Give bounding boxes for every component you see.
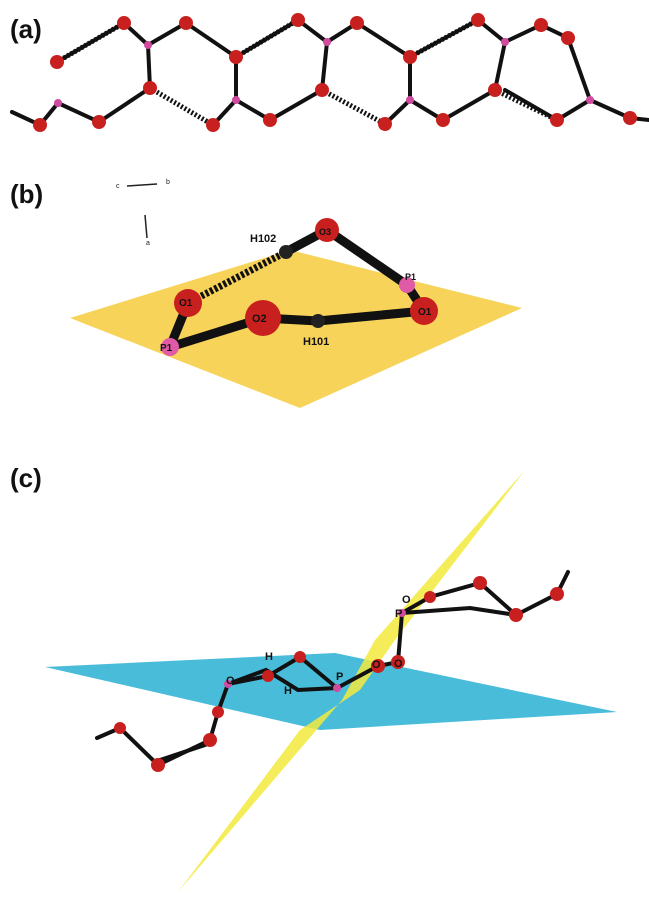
atom-label: H bbox=[284, 685, 292, 697]
bond bbox=[410, 20, 505, 120]
atom-label: O2 bbox=[252, 313, 267, 325]
axis-label: c bbox=[116, 183, 120, 190]
panel-a: (a) bbox=[10, 13, 649, 132]
atom-label: H bbox=[265, 651, 273, 663]
atom bbox=[279, 245, 293, 259]
bond bbox=[148, 23, 236, 125]
atom-label: O bbox=[394, 658, 403, 670]
plane bbox=[70, 250, 522, 408]
atom-label: H101 bbox=[303, 336, 329, 348]
atom-label: H102 bbox=[250, 233, 276, 245]
page: {"panels": [ {"label": "(a)"}, {"label":… bbox=[0, 0, 649, 894]
atom-label: P1 bbox=[160, 343, 173, 354]
panel-label: (b) bbox=[10, 179, 43, 209]
axis-label: b bbox=[166, 179, 170, 186]
panel-c: (c) H O H P O P O O bbox=[10, 463, 617, 892]
atom bbox=[333, 684, 341, 692]
atom-label: P1 bbox=[405, 272, 416, 282]
bond bbox=[327, 23, 410, 124]
atom-label: O1 bbox=[418, 307, 432, 318]
atom-label: O1 bbox=[179, 298, 193, 309]
figure: (a) bbox=[0, 0, 649, 894]
panel-label: (c) bbox=[10, 463, 42, 493]
h-bond bbox=[150, 88, 213, 125]
h-bond bbox=[322, 90, 385, 124]
atom-label: P bbox=[395, 608, 402, 620]
panel-b: (b) c b a H102 O3 P1 O1 O1 O2 H101 P1 bbox=[10, 179, 522, 408]
atom bbox=[311, 314, 325, 328]
atom-label: O bbox=[226, 675, 235, 687]
axis bbox=[127, 184, 157, 186]
axis-label: a bbox=[146, 240, 150, 247]
atom-label: O bbox=[402, 594, 411, 606]
axis bbox=[145, 215, 147, 238]
atom-label: O3 bbox=[319, 227, 331, 237]
atom-label: O bbox=[372, 659, 381, 671]
plane bbox=[45, 653, 617, 730]
bond bbox=[236, 20, 327, 120]
chain bbox=[12, 13, 649, 132]
bond bbox=[505, 25, 590, 120]
panel-label: (a) bbox=[10, 14, 42, 44]
bond bbox=[590, 100, 649, 120]
atom-label: P bbox=[336, 671, 343, 683]
